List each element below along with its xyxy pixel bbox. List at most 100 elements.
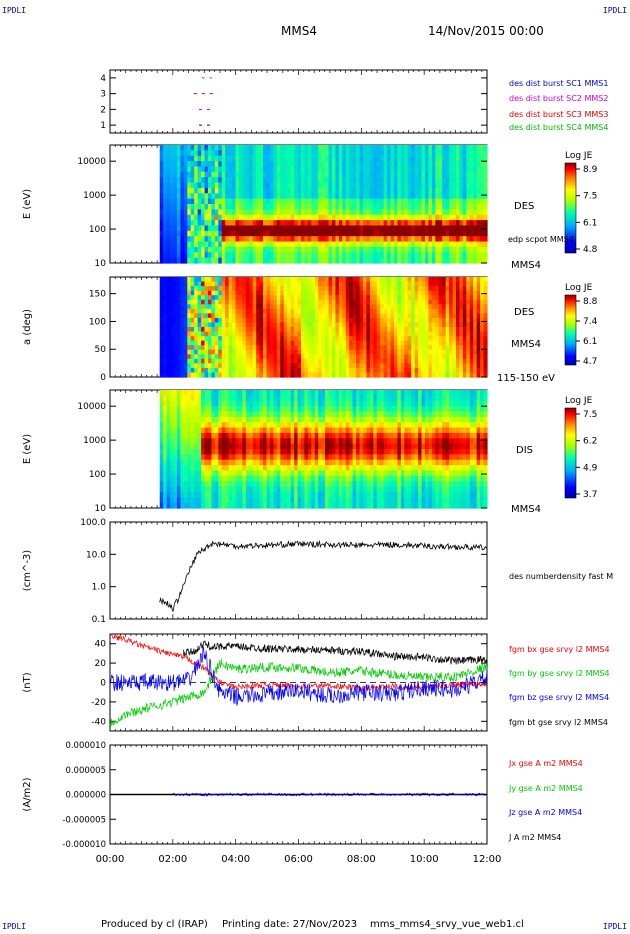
des_pitch-cell [359,345,364,351]
des_energy-cell [242,155,247,162]
des_pitch-cell [455,286,461,292]
des_pitch-cell [263,299,268,305]
des_pitch-cell [438,345,443,351]
des_energy-cell [242,241,247,248]
des_energy-cell [238,171,244,178]
des_energy-cell [400,145,405,151]
des_energy-cell [263,171,268,178]
des_energy-cell [304,241,309,248]
des_pitch-cell [207,327,213,333]
des_energy-cell [449,177,454,184]
des_energy-cell [383,252,388,259]
des_energy-cell [428,220,433,227]
des_energy-cell [483,150,488,157]
des_energy-cell [352,204,357,210]
des_energy-cell [390,177,395,184]
des_pitch-cell [163,331,168,337]
des_energy-cell [418,236,423,243]
des_pitch-cell [225,286,230,292]
des_energy-cell [266,230,271,237]
des_pitch-cell [256,354,261,360]
des_pitch-cell [407,331,412,337]
des_energy-cell [283,161,288,168]
des_pitch-cell [194,295,199,301]
des_pitch-cell [345,327,350,333]
des_pitch-cell [225,367,230,374]
des_pitch-cell [414,290,419,296]
des_energy-cell [273,241,278,248]
des_energy-cell [207,198,213,205]
des_energy-cell [338,161,343,168]
des_energy-cell [290,177,295,184]
des_pitch-cell [325,286,330,292]
des_energy-cell [342,145,347,151]
des_pitch-cell [173,313,178,319]
des_energy-cell [418,257,423,264]
des_pitch-cell [269,358,275,364]
des_energy-cell [356,252,361,259]
des_energy-cell [397,193,402,200]
des_pitch-cell [180,358,185,364]
des_energy-cell [263,209,268,216]
des_energy-cell [294,182,299,189]
des_pitch-cell [421,336,426,342]
des_pitch-cell [307,336,312,342]
des_pitch-cell [452,290,457,296]
des_pitch-cell [311,313,316,319]
des_pitch-cell [473,286,478,292]
des_pitch-cell [187,372,192,378]
des_energy-cell [445,145,450,151]
des_energy-cell [304,225,309,232]
des_pitch-cell [266,358,271,364]
des_energy-cell [228,252,233,259]
des_pitch-cell [390,308,395,314]
des_pitch-cell [466,358,471,364]
des_pitch-cell [400,367,405,374]
des_pitch-cell [442,281,447,287]
des_pitch-cell [232,345,237,351]
des_energy-cell [256,161,261,168]
des_pitch-cell [325,331,330,337]
des_pitch-cell [331,367,337,374]
des_energy-cell [190,236,195,243]
des_pitch-cell [269,313,275,319]
des_pitch-cell [428,317,433,324]
des_energy-cell [442,225,447,232]
des_pitch-cell [442,308,447,314]
burst-axes [109,69,488,134]
des_pitch-cell [352,299,357,305]
des_pitch-cell [183,299,188,305]
des_energy-cell [407,257,412,264]
des_energy-cell [373,214,378,221]
des_energy-cell [166,204,171,210]
des_pitch-cell [180,308,185,314]
des_energy-cell [469,182,474,189]
des_pitch-cell [238,340,244,346]
des_pitch-cell [314,286,319,292]
des_energy-cell [373,171,378,178]
des_pitch-cell [318,308,323,314]
des_pitch-cell [338,349,343,355]
des_energy-cell [194,246,199,253]
des_energy-cell [393,193,399,200]
des_energy-cell [435,187,440,194]
des_energy-cell [473,150,478,157]
des_pitch-cell [321,327,326,333]
des_pitch-cell [283,336,288,342]
des_energy-cell [194,150,199,157]
des_energy-cell [307,246,312,253]
des_pitch-cell [211,304,216,310]
des_pitch-cell [328,308,333,314]
des_pitch-cell [404,304,409,310]
des_energy-cell [390,214,395,221]
des_pitch-cell [366,372,371,378]
des_pitch-cell [442,290,447,296]
des_pitch-cell [190,354,195,360]
des_pitch-cell [276,322,281,328]
des_pitch-cell [421,277,426,283]
des_energy-cell [462,241,467,248]
des_energy-cell [197,193,202,200]
des_pitch-cell [428,367,433,374]
des_energy-cell [480,161,485,168]
des_pitch-cell [352,313,357,319]
